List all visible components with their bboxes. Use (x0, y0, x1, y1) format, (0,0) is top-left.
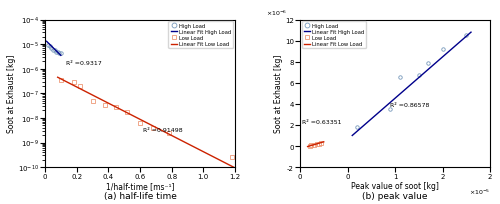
Text: $\times10^{-5}$: $\times10^{-5}$ (468, 186, 490, 196)
Text: R² =0.9317: R² =0.9317 (66, 61, 102, 66)
X-axis label: 1/half-time [ms⁻¹]: 1/half-time [ms⁻¹] (106, 181, 174, 190)
Y-axis label: Soot at Exhaust [kg]: Soot at Exhaust [kg] (8, 55, 16, 133)
Text: $\times10^{-6}$: $\times10^{-6}$ (266, 8, 287, 18)
Text: R² =0.86578: R² =0.86578 (390, 102, 430, 108)
Text: (a) half-life time: (a) half-life time (104, 191, 176, 200)
Legend: High Load, Linear Fit High Load, Low Load, Linear Fit Low Load: High Load, Linear Fit High Load, Low Loa… (302, 22, 366, 49)
Legend: High Load, Linear Fit High Load, Low Load, Linear Fit Low Load: High Load, Linear Fit High Load, Low Loa… (168, 22, 234, 49)
Text: R² =0.63351: R² =0.63351 (302, 119, 342, 124)
Y-axis label: Soot at Exhaust [kg]: Soot at Exhaust [kg] (274, 55, 283, 133)
Text: R² =0.91498: R² =0.91498 (143, 127, 183, 132)
Text: (b) peak value: (b) peak value (362, 191, 428, 200)
X-axis label: Peak value of soot [kg]: Peak value of soot [kg] (351, 181, 439, 190)
